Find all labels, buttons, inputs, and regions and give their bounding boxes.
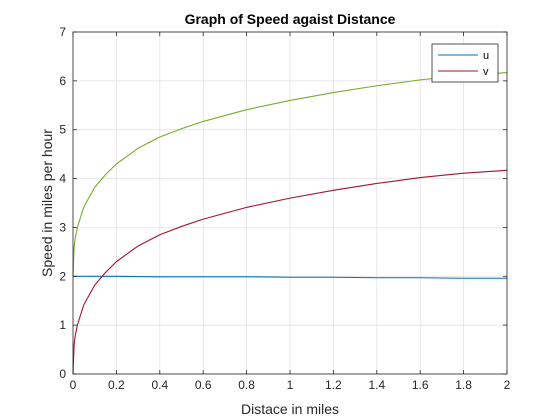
series-line-v xyxy=(72,169,508,375)
x-tick-label: 1 xyxy=(287,378,294,392)
x-tick-label: 1.2 xyxy=(325,378,342,392)
axis-ticks xyxy=(72,31,508,375)
y-axis-label: Speed in miles per hour xyxy=(39,129,55,277)
x-tick-label: 1.8 xyxy=(455,378,472,392)
legend-label-u: u xyxy=(483,50,489,62)
x-tick-label: 0.2 xyxy=(108,378,125,392)
y-tick-label: 1 xyxy=(59,318,66,332)
x-tick-label: 0 xyxy=(70,378,77,392)
series-line-curve-3 xyxy=(72,72,508,277)
y-tick-label: 6 xyxy=(59,74,66,88)
y-tick-label: 3 xyxy=(59,220,66,234)
y-tick-label: 0 xyxy=(59,367,66,381)
x-tick-label: 1.6 xyxy=(412,378,429,392)
y-tick-label: 2 xyxy=(59,269,66,283)
chart-title: Graph of Speed agaist Distance xyxy=(185,11,396,27)
x-tick-label: 0.8 xyxy=(238,378,255,392)
legend-box xyxy=(431,43,499,83)
x-tick-label: 0.6 xyxy=(195,378,212,392)
x-tick-label: 2 xyxy=(504,378,511,392)
axis-tick-labels: 0 0.2 0.4 0.6 0.8 1 1.2 1.4 1.6 1.8 2 0 1 2 3 4 5 6 7 xyxy=(59,25,510,392)
series-line-u xyxy=(73,275,507,279)
series-lines xyxy=(72,72,508,375)
y-tick-label: 5 xyxy=(59,123,66,137)
legend: uv xyxy=(431,43,499,83)
x-tick-label: 1.4 xyxy=(368,378,385,392)
y-tick-label: 4 xyxy=(59,172,66,186)
y-tick-label: 7 xyxy=(59,25,66,39)
x-tick-label: 0.4 xyxy=(151,378,168,392)
x-axis-label: Distace in miles xyxy=(241,401,339,417)
legend-label-v: v xyxy=(483,66,489,78)
